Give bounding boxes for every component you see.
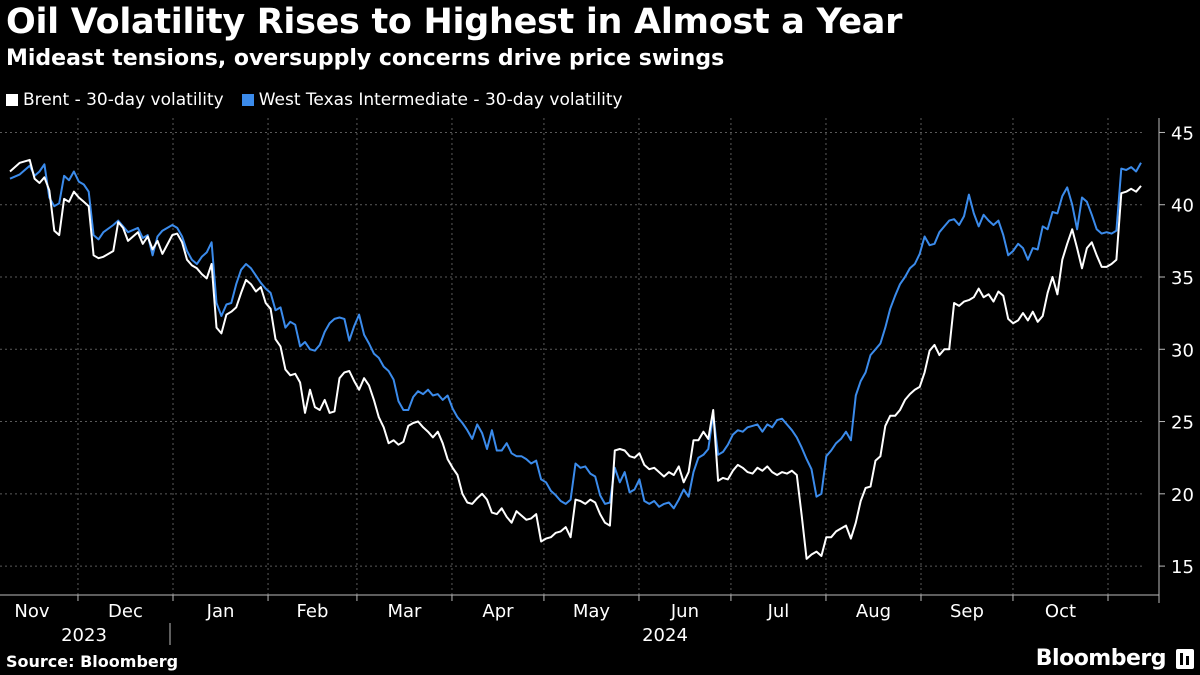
x-tick-label-sep: Sep (950, 601, 984, 622)
legend-label-brent: Brent - 30-day volatility (23, 90, 224, 110)
y-tick-label-45: 45 (1171, 123, 1194, 144)
x-tick-label-may: May (573, 601, 611, 622)
year-label-2024: 2024 (642, 625, 688, 646)
y-tick-label-25: 25 (1171, 413, 1194, 434)
chart-subtitle: Mideast tensions, oversupply concerns dr… (6, 46, 725, 71)
x-tick-label-apr: Apr (482, 601, 514, 622)
x-tick-label-dec: Dec (108, 601, 143, 622)
x-tick-label-oct: Oct (1045, 601, 1076, 622)
x-tick-label-mar: Mar (387, 601, 422, 622)
legend-swatch-brent (6, 94, 18, 106)
series-line-wti (9, 162, 1142, 510)
x-tick-label-jun: Jun (670, 601, 699, 622)
source-note: Source: Bloomberg (6, 652, 179, 671)
x-tick-label-jan: Jan (206, 601, 235, 622)
legend-label-wti: West Texas Intermediate - 30-day volatil… (258, 90, 623, 110)
legend: Brent - 30-day volatility West Texas Int… (6, 90, 623, 110)
x-tick-label-feb: Feb (297, 601, 329, 622)
x-tick-label-aug: Aug (856, 601, 891, 622)
y-tick-label-35: 35 (1171, 268, 1194, 289)
legend-swatch-wti (241, 94, 254, 106)
x-tick-label-jul: Jul (767, 601, 790, 622)
brand-logo: Bloomberg (1035, 646, 1167, 671)
terminal-icon (1176, 649, 1194, 669)
y-tick-label-30: 30 (1171, 340, 1194, 361)
y-tick-label-40: 40 (1171, 196, 1194, 217)
series-line-brent (9, 158, 1142, 560)
chart-title: Oil Volatility Rises to Highest in Almos… (6, 2, 903, 42)
y-tick-label-20: 20 (1171, 485, 1194, 506)
legend-item-brent: Brent - 30-day volatility (6, 90, 224, 110)
x-tick-label-nov: Nov (14, 601, 49, 622)
legend-item-wti: West Texas Intermediate - 30-day volatil… (241, 90, 623, 110)
y-tick-label-15: 15 (1171, 557, 1194, 578)
year-label-2023: 2023 (61, 625, 107, 646)
